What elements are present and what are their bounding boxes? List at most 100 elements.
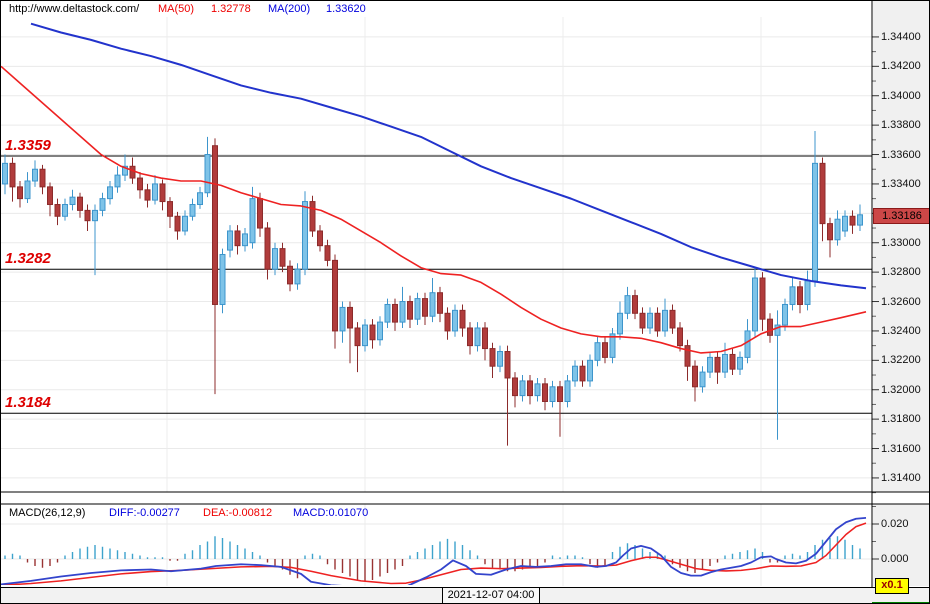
candle-body <box>662 309 668 332</box>
candle-body <box>294 268 301 285</box>
candle-body <box>549 386 556 402</box>
candle-body <box>737 356 743 370</box>
bottom-green-edge <box>872 602 929 603</box>
candle-body <box>107 186 113 200</box>
candle-body <box>804 280 811 305</box>
candle-body <box>69 196 76 206</box>
candle-body <box>152 183 158 201</box>
candle-body <box>602 342 608 358</box>
candle-body <box>422 298 428 317</box>
candle-body <box>452 309 458 332</box>
macd-macd-value: MACD:0.01070 <box>293 507 369 519</box>
price-axis-label: 1.32000 <box>881 383 921 396</box>
candle-body <box>759 277 766 320</box>
candle-body <box>857 214 863 226</box>
ma50-value: 1.32778 <box>211 3 251 15</box>
candle-body <box>834 218 841 241</box>
candle-body <box>504 351 511 379</box>
candle-body <box>587 359 593 382</box>
candle-body <box>159 183 166 203</box>
timestamp-box: 2021-12-07 04:00 <box>442 587 540 603</box>
ma200-value: 1.33620 <box>326 3 366 15</box>
candle-body <box>144 189 151 201</box>
candle-body <box>527 380 533 397</box>
candle-body <box>84 209 91 222</box>
candle-body <box>512 377 518 397</box>
candle-body <box>654 312 661 332</box>
price-axis-label: 1.33000 <box>881 236 921 249</box>
candle-body <box>174 215 181 232</box>
time-axis-bar: 2021-12-07 04:00 <box>1 587 929 603</box>
candle-body <box>249 198 256 244</box>
candle-body <box>399 301 406 323</box>
candle-body <box>564 380 571 402</box>
candle-body <box>519 380 526 397</box>
candle-body <box>617 312 623 335</box>
candle-body <box>129 165 136 179</box>
candle-body <box>32 168 38 182</box>
candle-body <box>347 306 353 329</box>
candle-body <box>797 286 803 305</box>
price-axis-label: 1.33400 <box>881 177 921 190</box>
candle-body <box>24 180 31 200</box>
level-label-1-3282: 1.3282 <box>5 250 51 268</box>
price-axis-label: 1.32400 <box>881 324 921 337</box>
candle-body <box>437 292 443 314</box>
candle-body <box>287 265 293 285</box>
price-axis-label: 1.32200 <box>881 354 921 367</box>
ma50-label: MA(50) <box>158 3 195 15</box>
candle-body <box>632 295 638 314</box>
candle-body <box>692 365 698 388</box>
price-axis-label: 1.31600 <box>881 442 921 455</box>
candle-body <box>722 353 728 373</box>
candle-body <box>572 365 578 382</box>
candle-body <box>339 306 346 332</box>
candle-body <box>227 230 233 251</box>
level-label-1-3359: 1.3359 <box>5 137 51 154</box>
candle-body <box>497 351 503 367</box>
macd-axis-bg <box>873 504 929 586</box>
candle-body <box>377 321 383 341</box>
candle-body <box>407 301 413 320</box>
candle-body <box>744 330 751 358</box>
candle-body <box>542 383 548 402</box>
current-price-badge: 1.33186 <box>873 208 929 225</box>
candle-body <box>309 201 316 232</box>
source-url: http://www.deltastock.com/ <box>9 3 140 15</box>
candle-body <box>579 365 586 382</box>
candle-body <box>849 215 856 226</box>
candle-body <box>729 353 736 370</box>
diff-line <box>1 516 867 585</box>
candle-body <box>362 324 368 347</box>
candle-body <box>189 204 196 217</box>
candle-body <box>39 168 46 188</box>
macd-diff-value: DIFF:-0.00277 <box>109 507 180 519</box>
candle-body <box>257 198 263 229</box>
candle-body <box>444 312 451 332</box>
candle-body <box>167 201 173 217</box>
macd-lines <box>1 516 867 585</box>
candle-body <box>219 253 226 305</box>
level-label-1-3184: 1.3184 <box>5 394 51 412</box>
candle-body <box>114 174 121 188</box>
price-axis-label: 1.31400 <box>881 471 921 484</box>
candle-body <box>699 371 706 388</box>
candle-body <box>489 348 496 367</box>
candle-body <box>557 386 563 402</box>
price-axis-bg <box>873 1 929 492</box>
candle-body <box>9 162 16 188</box>
candle-body <box>774 324 781 336</box>
ma50-line <box>1 65 867 354</box>
candle-body <box>354 327 361 347</box>
candle-body <box>767 318 773 336</box>
ma200-line <box>30 22 867 290</box>
candle-body <box>317 230 323 247</box>
candle-body <box>842 215 848 232</box>
ma200-label: MA(200) <box>268 3 311 15</box>
candle-body <box>92 209 98 222</box>
candle-body <box>534 383 541 397</box>
candle-body <box>17 186 23 200</box>
candle-body <box>482 327 488 350</box>
candle-body <box>414 298 421 320</box>
